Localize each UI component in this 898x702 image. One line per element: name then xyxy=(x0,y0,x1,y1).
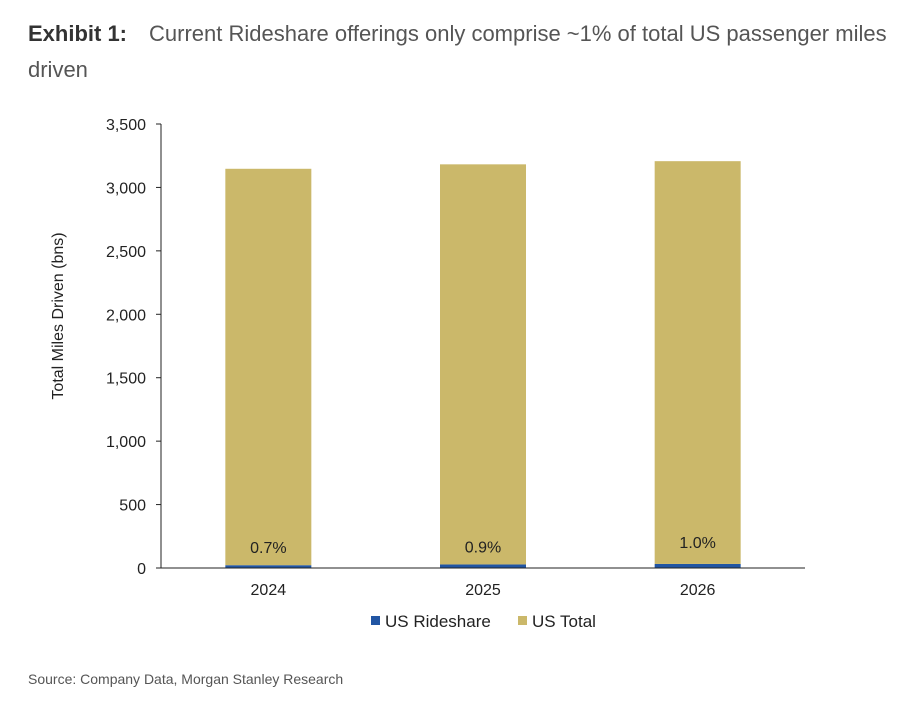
exhibit-title: Exhibit 1: Current Rideshare offerings on… xyxy=(28,16,888,88)
exhibit-title-text: Current Rideshare offerings only compris… xyxy=(28,21,887,82)
bar-total-2024 xyxy=(225,168,312,566)
y-tick-label: 2,500 xyxy=(106,244,146,261)
legend-label-total: US Total xyxy=(532,612,596,631)
data-label-2026: 1.0% xyxy=(679,535,715,552)
y-tick-label: 1,500 xyxy=(106,371,146,388)
bar-rideshare-2026 xyxy=(654,563,741,568)
x-tick-label: 2024 xyxy=(251,582,287,599)
bar-total-2025 xyxy=(440,164,526,565)
y-tick-label: 2,000 xyxy=(106,307,146,324)
legend-label-rideshare: US Rideshare xyxy=(385,612,491,631)
bar-rideshare-2025 xyxy=(440,564,526,568)
legend-swatch-total xyxy=(518,616,527,625)
x-tick-label: 2026 xyxy=(680,582,716,599)
legend: US Rideshare US Total xyxy=(371,612,596,631)
x-tick-label: 2025 xyxy=(465,582,501,599)
legend-swatch-rideshare xyxy=(371,616,380,625)
y-tick-label: 1,000 xyxy=(106,434,146,451)
y-tick-label: 3,000 xyxy=(106,180,146,197)
exhibit-label: Exhibit 1: xyxy=(28,21,128,46)
source-note: Source: Company Data, Morgan Stanley Res… xyxy=(28,671,344,687)
bars: 0.7% 0.9% 1.0% xyxy=(225,161,741,568)
y-tick-label: 500 xyxy=(119,498,146,515)
stacked-bar-chart: 0 500 1,000 1,500 2,000 2,500 3,000 3,500 Total… xyxy=(50,117,805,631)
y-tick-label: 0 xyxy=(137,561,146,578)
x-axis-ticks: 2024 2025 2026 xyxy=(251,582,716,599)
data-label-2024: 0.7% xyxy=(250,540,286,557)
bar-rideshare-2024 xyxy=(225,565,312,568)
y-axis-ticks: 0 500 1,000 1,500 2,000 2,500 3,000 3,500 xyxy=(106,117,161,578)
y-axis-label: Total Miles Driven (bns) xyxy=(50,232,67,399)
data-label-2025: 0.9% xyxy=(465,539,501,556)
bar-total-2026 xyxy=(654,161,741,564)
y-tick-label: 3,500 xyxy=(106,117,146,134)
